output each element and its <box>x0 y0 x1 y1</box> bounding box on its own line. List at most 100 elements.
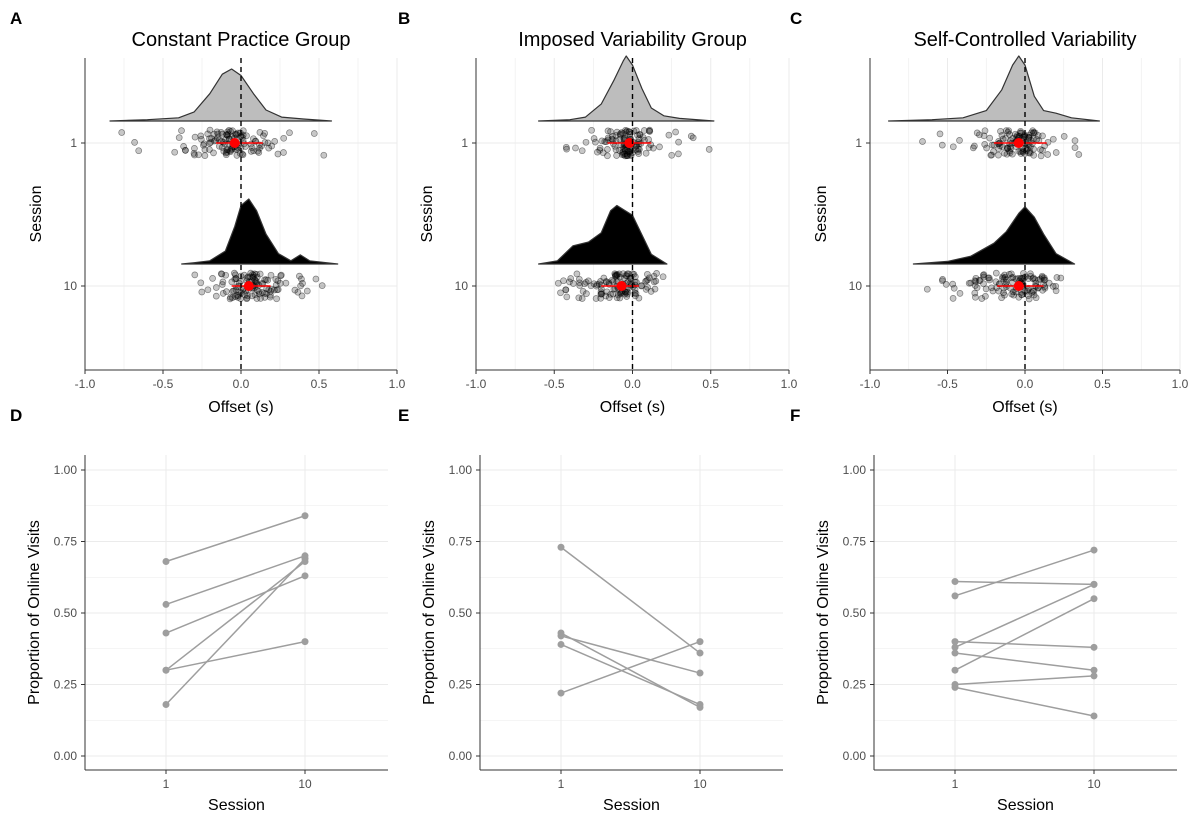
raw-point <box>243 295 251 303</box>
raw-point <box>276 280 284 287</box>
panel-letter-c: C <box>790 9 802 28</box>
participant-point <box>162 701 170 709</box>
raw-point <box>656 143 663 151</box>
raw-point <box>135 147 143 155</box>
raw-point <box>956 137 963 144</box>
raw-point <box>1017 150 1025 157</box>
raw-point <box>651 285 659 293</box>
raw-point <box>622 127 629 134</box>
raw-point <box>1027 272 1034 280</box>
raw-point <box>625 148 633 155</box>
participant-point <box>1090 595 1098 603</box>
raw-point <box>274 286 282 293</box>
raw-point <box>949 280 957 288</box>
raw-point <box>582 138 590 146</box>
raw-point <box>557 289 564 297</box>
raw-point <box>1007 145 1015 152</box>
raw-point <box>248 292 256 300</box>
raw-point <box>614 291 622 299</box>
raw-point <box>206 135 213 142</box>
participant-point <box>1090 712 1098 720</box>
participant-point <box>1090 546 1098 554</box>
participant-series <box>557 638 704 697</box>
raw-point <box>224 130 232 138</box>
raw-point <box>621 147 629 154</box>
y-tick-label: 1.00 <box>54 463 78 477</box>
raw-point <box>949 143 957 151</box>
raw-point <box>204 130 212 138</box>
raw-point <box>190 150 198 157</box>
raw-point <box>635 294 643 302</box>
raw-point <box>576 282 584 289</box>
raw-point <box>233 131 240 139</box>
raw-point <box>615 270 623 278</box>
raw-point <box>622 272 630 279</box>
density-ridge-session-10 <box>181 198 339 265</box>
y-tick-label: 1 <box>855 136 862 150</box>
raw-point <box>249 271 256 278</box>
raw-point <box>1057 274 1065 282</box>
raw-point <box>1040 274 1048 282</box>
raw-point <box>191 271 199 279</box>
raw-point <box>642 277 649 285</box>
raw-point <box>272 281 280 289</box>
raw-point <box>705 146 713 153</box>
participant-series <box>162 638 309 674</box>
raw-point <box>1004 128 1012 136</box>
raw-point <box>995 151 1002 159</box>
raw-point <box>1039 132 1046 140</box>
raw-point <box>621 145 629 152</box>
participant-point <box>301 512 309 520</box>
raw-point <box>218 281 226 288</box>
y-tick-label: 0.50 <box>843 606 867 620</box>
participant-line <box>165 640 306 671</box>
raw-point <box>227 127 234 135</box>
participant-point <box>951 578 959 586</box>
x-tick-label: -0.5 <box>544 377 565 391</box>
raw-point <box>1031 129 1039 137</box>
raw-point <box>985 274 993 282</box>
raw-point <box>1030 151 1038 159</box>
raw-point <box>251 276 259 284</box>
raw-point <box>1038 274 1046 281</box>
raw-point <box>995 145 1003 153</box>
raw-point <box>621 152 629 160</box>
raw-point <box>608 135 616 143</box>
raw-point <box>223 148 231 156</box>
raw-point <box>266 293 274 301</box>
raw-point <box>950 284 958 292</box>
raw-point <box>1004 144 1012 152</box>
participant-line <box>954 583 1095 649</box>
raw-point <box>1041 276 1049 284</box>
raw-point <box>1032 294 1040 302</box>
x-axis-label: Offset (s) <box>992 399 1058 416</box>
raw-point <box>230 287 238 295</box>
x-tick-label: -1.0 <box>75 377 96 391</box>
raw-point <box>595 280 603 288</box>
participant-line <box>560 643 701 706</box>
raw-point <box>1006 147 1013 155</box>
participant-point <box>301 572 309 580</box>
raw-point <box>567 275 575 282</box>
raw-point <box>1000 289 1007 297</box>
raw-point <box>312 275 320 283</box>
participant-line <box>560 640 701 694</box>
raw-point <box>619 149 626 156</box>
raw-point <box>971 142 978 150</box>
raw-point <box>201 152 209 159</box>
raw-point <box>622 289 630 296</box>
raw-point <box>620 145 627 152</box>
panel-letter-a: A <box>10 9 22 28</box>
raw-point <box>218 144 226 151</box>
raw-point <box>200 141 207 149</box>
raw-point <box>624 288 631 296</box>
raw-point <box>607 290 614 298</box>
raw-point <box>569 280 577 287</box>
raw-point <box>596 144 604 152</box>
raw-point <box>1025 295 1033 303</box>
raw-point <box>597 288 605 296</box>
raw-point <box>1001 273 1009 281</box>
raw-point <box>249 273 257 281</box>
raw-point <box>303 287 311 295</box>
raw-point <box>644 270 651 278</box>
